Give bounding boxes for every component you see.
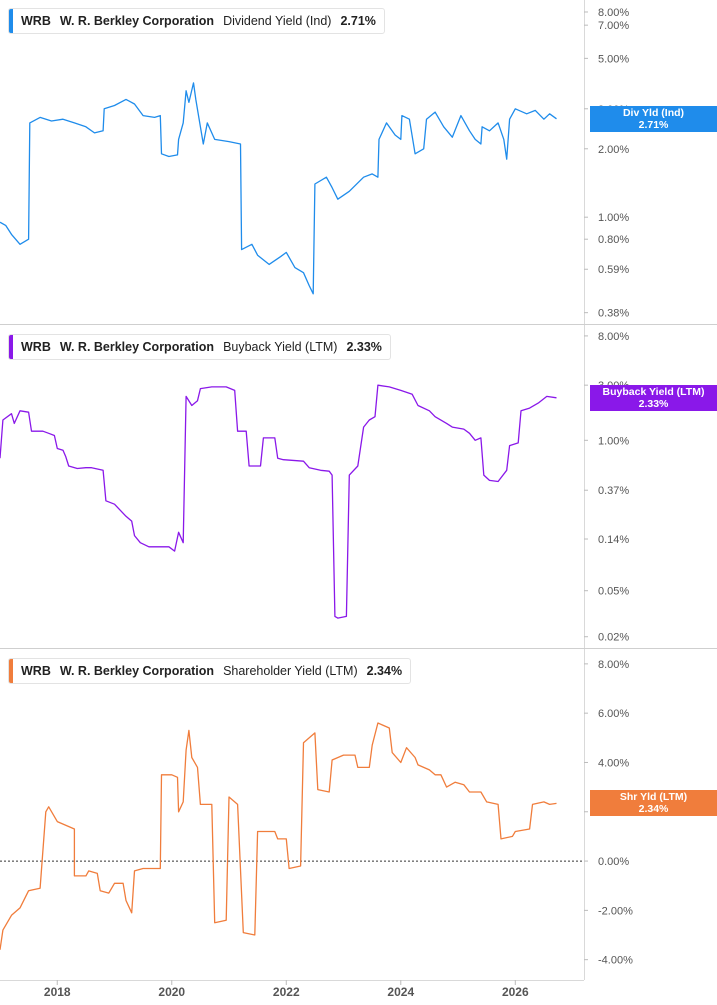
legend-company: W. R. Berkley Corporation [59,664,215,678]
series-line-2 [0,722,557,950]
legend-value: 2.71% [340,14,376,28]
series-line-0 [0,82,557,295]
y-tick-label: 0.38% [598,308,629,320]
y-tick-label: 0.59% [598,264,629,276]
legend-shareholder-yield: WRB W. R. Berkley Corporation Shareholde… [8,658,412,684]
y-tick-label: -4.00% [598,955,633,967]
x-tick-label: 2022 [273,985,300,999]
y-tick-label: 1.00% [598,212,629,224]
value-tag-dividend-yield: Div Yld (Ind) 2.71% [590,105,717,132]
value-tag-shareholder-yield: Shr Yld (LTM) 2.34% [590,790,717,817]
legend-ticker: WRB [21,14,51,28]
y-tick-label: 0.00% [598,856,629,868]
y-tick-label: 2.00% [598,144,629,156]
y-tick-label: 0.37% [598,485,629,497]
legend-color-bar [9,659,13,683]
legend-color-bar [9,335,13,359]
legend-buyback-yield: WRB W. R. Berkley Corporation Buyback Yi… [8,334,391,360]
value-tag-value: 2.71% [638,118,669,131]
y-tick-label: 0.14% [598,534,629,546]
y-tick-label: 1.00% [598,435,629,447]
legend-metric: Dividend Yield (Ind) [223,14,332,28]
x-tick-label: 2020 [158,985,185,999]
x-tick-label: 2026 [502,985,529,999]
y-tick-label: 8.00% [598,331,629,343]
y-tick-label: 7.00% [598,20,629,32]
legend-ticker: WRB [21,664,51,678]
legend-company: W. R. Berkley Corporation [59,14,215,28]
y-tick-label: 4.00% [598,757,629,769]
y-tick-label: 0.80% [598,234,629,246]
legend-company: W. R. Berkley Corporation [59,340,215,354]
y-tick-label: -2.00% [598,905,633,917]
series-line-1 [0,384,557,619]
value-tag-label: Buyback Yield (LTM) [602,385,705,398]
value-tag-buyback-yield: Buyback Yield (LTM) 2.33% [590,384,717,411]
x-tick-label: 2018 [44,985,71,999]
legend-value: 2.33% [346,340,382,354]
value-tag-label: Shr Yld (LTM) [619,791,688,804]
y-tick-label: 0.05% [598,586,629,598]
x-tick-label: 2024 [387,985,414,999]
legend-value: 2.34% [366,664,403,678]
value-tag-value: 2.33% [638,397,669,410]
y-tick-label: 0.02% [598,632,629,644]
value-tag-label: Div Yld (Ind) [622,106,685,119]
y-tick-label: 8.00% [598,659,629,671]
y-tick-label: 5.00% [598,53,629,65]
legend-dividend-yield: WRB W. R. Berkley Corporation Dividend Y… [8,8,385,34]
y-tick-label: 8.00% [598,7,629,19]
value-tag-value: 2.34% [638,803,669,816]
legend-ticker: WRB [21,340,51,354]
y-tick-label: 6.00% [598,708,629,720]
legend-metric: Shareholder Yield (LTM) [223,664,358,678]
legend-color-bar [9,9,13,33]
legend-metric: Buyback Yield (LTM) [223,340,338,354]
